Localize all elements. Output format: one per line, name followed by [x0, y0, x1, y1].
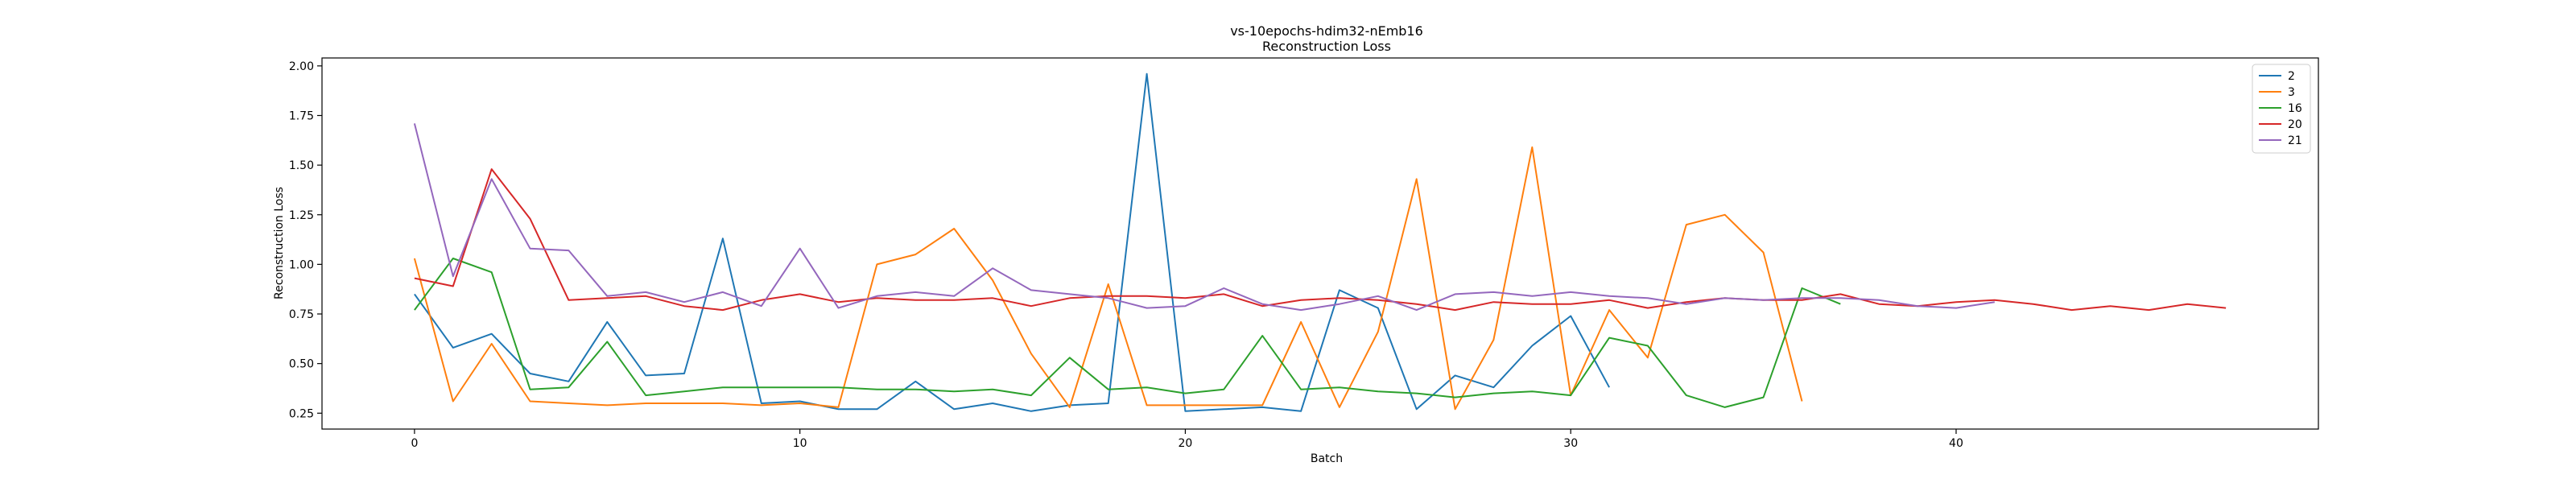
legend: 2 3 16 20 21 [2252, 64, 2311, 154]
series-line-21 [413, 123, 1995, 312]
y-tick-label: 1.50 [289, 159, 314, 172]
y-axis-label: Reconstruction Loss [273, 187, 286, 299]
legend-label-21: 21 [2288, 134, 2302, 147]
series-line-2 [414, 72, 1610, 412]
y-tick-label: 1.25 [289, 209, 314, 222]
axes-frame [321, 57, 2319, 430]
x-axis-label: Batch [1311, 452, 1343, 465]
plot-area: 0 10 20 30 40 0.25 0.50 0.75 1.00 1.25 1.50 1.75 2.0… [289, 57, 2319, 450]
legend-label-20: 20 [2288, 118, 2302, 131]
x-tick-label: 40 [1949, 437, 1963, 450]
y-tick-label: 1.00 [289, 258, 314, 271]
y-tick-label: 0.75 [289, 308, 314, 321]
legend-label-3: 3 [2288, 86, 2295, 99]
chart-subtitle: Reconstruction Loss [1262, 39, 1391, 54]
y-tick-label: 1.75 [289, 109, 314, 122]
y-tick-label: 0.50 [289, 358, 314, 371]
chart-title: vs-10epochs-hdim32-nEmb16 [1230, 23, 1423, 39]
series-line-20 [414, 168, 2227, 312]
series-line-16 [414, 258, 1841, 408]
x-tick-label: 20 [1179, 437, 1193, 450]
y-tick-label: 0.25 [289, 407, 314, 420]
legend-label-2: 2 [2288, 70, 2295, 83]
y-tick-label: 2.00 [289, 60, 314, 73]
legend-label-16: 16 [2288, 102, 2302, 115]
x-tick-label: 10 [793, 437, 807, 450]
x-tick-label: 0 [411, 437, 418, 450]
x-tick-label: 30 [1563, 437, 1578, 450]
series-line-3 [413, 146, 1803, 411]
